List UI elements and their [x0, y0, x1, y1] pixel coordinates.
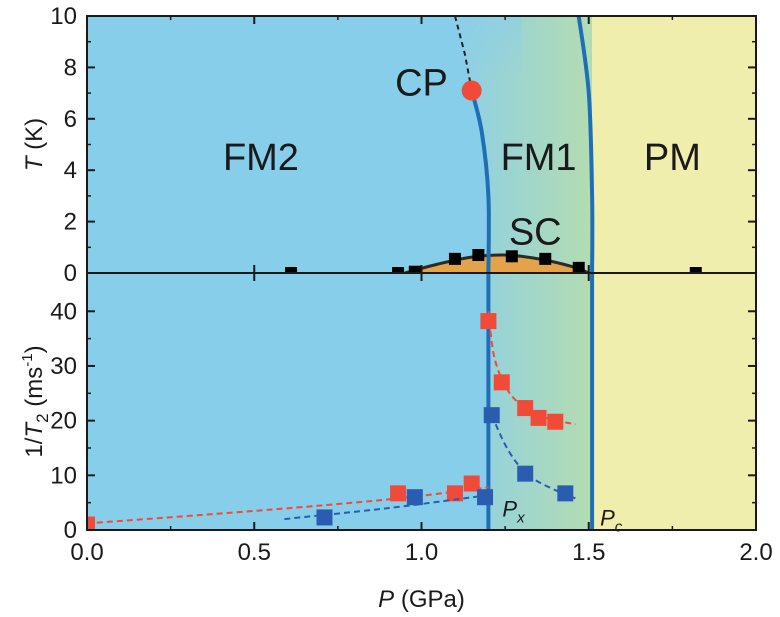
- bottom-y-axis-label: 1/T2 (ms-1): [19, 345, 52, 457]
- critical-point-label: CP: [395, 63, 448, 105]
- x-axis-label-unit: (GPa): [394, 586, 465, 613]
- tc-point: [472, 249, 485, 262]
- red-point: [463, 475, 480, 492]
- x-tick-label: 0.5: [238, 539, 271, 566]
- x-tick-label: 1.5: [572, 539, 605, 566]
- blue-fit-low: [284, 494, 486, 521]
- tc-point: [392, 267, 405, 273]
- bottom-y-axis-label-sub: 2: [33, 413, 52, 422]
- bottom-y-tick-label: 20: [50, 408, 77, 435]
- top-y-tick-label: 2: [64, 209, 77, 236]
- tc-point: [505, 250, 518, 263]
- blue-point: [316, 509, 333, 526]
- red-point: [530, 409, 547, 426]
- crossover-dashed-line: [454, 16, 473, 91]
- fm1-pm-boundary: [576, 16, 595, 273]
- region-label-sc: SC: [509, 212, 562, 254]
- crossover-fade: [438, 16, 522, 81]
- red-fit-low: [87, 486, 489, 525]
- top-y-axis-label: T (K): [21, 118, 48, 171]
- x-tick-label: 1.0: [405, 539, 438, 566]
- tc-point: [572, 261, 585, 273]
- region-label-fm1: FM1: [501, 137, 577, 179]
- blue-point: [557, 485, 574, 502]
- bottom-y-axis-label-mid: (ms: [21, 367, 48, 414]
- bottom-y-axis-label-post: ): [21, 345, 48, 353]
- px-marker-sub: x: [516, 509, 525, 526]
- bottom-y-tick-label: 0: [64, 517, 77, 544]
- top-y-tick-label: 10: [50, 3, 77, 30]
- top-panel: [285, 16, 702, 273]
- bottom-y-tick-label: 40: [50, 298, 77, 325]
- critical-point: [461, 80, 482, 101]
- top-y-axis-label-symbol: T: [21, 154, 48, 171]
- top-y-tick-label: 8: [64, 54, 77, 81]
- red-point: [87, 516, 95, 530]
- blue-point: [406, 489, 423, 506]
- pc-marker-symbol: P: [600, 506, 615, 531]
- x-axis-label-symbol: P: [378, 586, 394, 613]
- bottom-y-tick-label: 10: [50, 462, 77, 489]
- x-tick-label: 0.0: [70, 539, 103, 566]
- blue-point: [483, 407, 500, 424]
- axes: 0 2 4 6 8 10 0 10 20 30 40 0.0 0.5 1.0 1.5 2.0: [50, 3, 772, 566]
- red-point: [390, 485, 407, 502]
- region-label-pm: PM: [644, 137, 701, 179]
- tc-point: [408, 265, 421, 273]
- tc-point: [285, 267, 298, 273]
- red-point: [547, 413, 564, 430]
- pc-marker-sub: c: [615, 519, 623, 536]
- red-point: [480, 313, 497, 330]
- tc-point: [539, 252, 552, 265]
- tc-point: [689, 267, 702, 273]
- bottom-y-tick-label: 30: [50, 353, 77, 380]
- red-point: [493, 374, 510, 391]
- red-point: [517, 400, 534, 417]
- region-label-fm2: FM2: [223, 137, 299, 179]
- x-tick-label: 2.0: [739, 539, 772, 566]
- blue-point: [477, 489, 494, 506]
- x-axis-label: P (GPa): [378, 586, 465, 613]
- red-point: [446, 485, 463, 502]
- top-y-tick-label: 4: [64, 157, 77, 184]
- top-y-axis-label-unit: (K): [21, 118, 48, 157]
- pc-marker-label: Pc: [600, 506, 623, 536]
- bottom-y-axis-label-symbol: T: [21, 421, 48, 438]
- fm2-fm1-boundary: [469, 90, 491, 273]
- top-y-tick-label: 6: [64, 106, 77, 133]
- bottom-panel: [87, 273, 595, 530]
- tc-point: [448, 252, 461, 265]
- top-y-tick-label: 0: [64, 260, 77, 287]
- sc-dome-fill: [404, 254, 589, 273]
- px-marker-symbol: P: [502, 496, 517, 521]
- blue-point: [517, 465, 534, 482]
- sc-dome-line: [404, 253, 590, 273]
- px-marker-label: Px: [502, 496, 525, 526]
- bottom-y-axis-label-prefix: 1/: [21, 437, 48, 457]
- bottom-y-axis-label-sup: -1: [19, 353, 36, 366]
